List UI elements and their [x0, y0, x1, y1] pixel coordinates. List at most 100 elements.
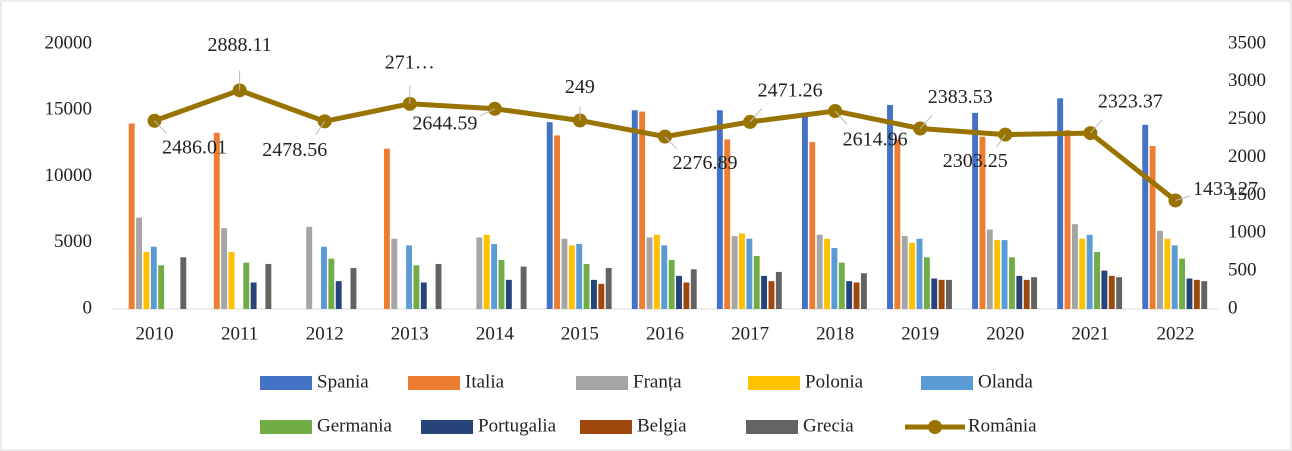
- y-tick-label: 10000: [45, 165, 93, 186]
- legend-swatch: [260, 376, 312, 390]
- data-label: 2323.37: [1098, 91, 1163, 113]
- bar: [321, 246, 327, 309]
- bar: [598, 283, 605, 309]
- y-tick-label: 0: [83, 297, 93, 318]
- bar: [554, 135, 561, 309]
- legend-swatch: [580, 420, 632, 434]
- bar: [1001, 240, 1008, 309]
- bar: [476, 237, 483, 309]
- bar: [887, 104, 893, 309]
- bar: [972, 112, 979, 310]
- bar: [931, 278, 938, 309]
- bar: [646, 237, 653, 309]
- x-tick-label: 2015: [561, 323, 599, 344]
- bar: [150, 246, 157, 309]
- x-tick-label: 2020: [986, 323, 1024, 344]
- data-label: 2383.53: [928, 86, 993, 108]
- legend-label: Italia: [465, 371, 505, 392]
- bar: [979, 136, 986, 309]
- label-leader: [479, 108, 496, 117]
- bar: [1157, 230, 1163, 309]
- bar: [639, 111, 646, 309]
- bar: [761, 275, 768, 309]
- legend-swatch: [408, 376, 460, 390]
- bar: [1031, 277, 1038, 309]
- bar: [250, 282, 257, 309]
- y-tick-label: 5000: [54, 231, 92, 252]
- bar: [938, 279, 945, 309]
- bar: [435, 263, 442, 309]
- bar: [901, 236, 908, 309]
- y2-tick-label: 2500: [1228, 108, 1266, 129]
- y-tick-label: 15000: [45, 99, 93, 120]
- bar: [1179, 258, 1186, 309]
- bar: [561, 238, 568, 309]
- bar: [853, 282, 860, 309]
- data-label: 249: [565, 76, 595, 98]
- bar: [809, 142, 816, 309]
- bar: [1201, 281, 1208, 309]
- bar: [846, 281, 853, 309]
- bar: [746, 238, 753, 309]
- bar: [383, 148, 390, 309]
- bar: [653, 234, 660, 309]
- bar: [413, 265, 420, 309]
- bar: [335, 281, 342, 309]
- bar: [923, 257, 930, 309]
- bar: [1064, 130, 1071, 309]
- bar: [816, 234, 823, 309]
- bar: [683, 282, 690, 309]
- bar: [894, 139, 901, 309]
- data-label: 2478.56: [262, 139, 327, 161]
- label-leader: [1175, 195, 1191, 201]
- bar: [391, 238, 398, 309]
- bar: [1164, 238, 1171, 309]
- x-tick-label: 2021: [1071, 323, 1109, 344]
- bar: [661, 245, 668, 309]
- x-tick-label: 2010: [136, 323, 174, 344]
- bar: [498, 259, 505, 309]
- y-tick-label: 20000: [45, 32, 93, 53]
- bar: [668, 259, 675, 309]
- bar: [1057, 98, 1064, 309]
- bar: [690, 269, 697, 309]
- bar: [716, 110, 723, 309]
- bar: [221, 228, 228, 309]
- bar: [731, 236, 738, 309]
- bar: [986, 229, 993, 309]
- bar: [350, 267, 357, 309]
- x-tick-label: 2022: [1156, 323, 1194, 344]
- bar: [753, 256, 760, 309]
- bar: [328, 258, 335, 309]
- legend-marker: [928, 420, 942, 434]
- bar: [739, 233, 745, 309]
- data-label: 2276.89: [673, 152, 738, 174]
- bar: [1171, 245, 1178, 309]
- bar: [631, 110, 638, 309]
- bar: [590, 279, 597, 309]
- bar: [831, 248, 838, 309]
- bar: [265, 263, 272, 309]
- bar: [1149, 146, 1156, 309]
- label-leader: [919, 114, 933, 129]
- x-tick-label: 2016: [646, 323, 684, 344]
- label-leader: [154, 120, 167, 134]
- label-leader: [315, 121, 326, 136]
- bar: [306, 226, 313, 309]
- bar: [576, 244, 583, 309]
- bar: [228, 252, 235, 309]
- bar: [1101, 270, 1108, 309]
- bar: [1008, 257, 1015, 309]
- bar: [546, 122, 553, 309]
- bar: [158, 265, 165, 309]
- data-label: 2614.96: [843, 129, 908, 151]
- data-label: 271…: [385, 51, 435, 73]
- legend-label: Spania: [317, 371, 369, 392]
- bar: [213, 132, 220, 309]
- label-leader: [834, 110, 848, 125]
- bar: [1142, 124, 1149, 309]
- data-label: 2486.01: [162, 136, 227, 158]
- bar: [136, 217, 143, 309]
- bar: [243, 262, 250, 309]
